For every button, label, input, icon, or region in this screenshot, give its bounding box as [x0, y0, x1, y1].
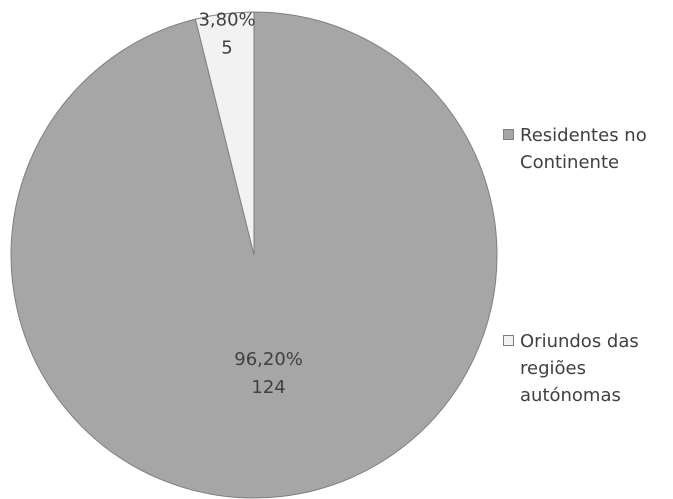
legend-label: Oriundos das regiões autónomas: [520, 331, 639, 406]
value-label: 5: [221, 38, 232, 59]
pie-slice: [194, 11, 255, 256]
legend-swatch: [503, 129, 514, 140]
legend-entry: Oriundos das regiões autónomas: [503, 328, 668, 409]
legend-label: Residentes no Continente: [520, 125, 647, 173]
legend-entry: Residentes no Continente: [503, 122, 668, 176]
percentage-label: 96,20%: [234, 349, 303, 370]
value-label: 124: [251, 377, 285, 398]
percentage-label: 3,80%: [198, 10, 255, 31]
legend-swatch: [503, 335, 514, 346]
